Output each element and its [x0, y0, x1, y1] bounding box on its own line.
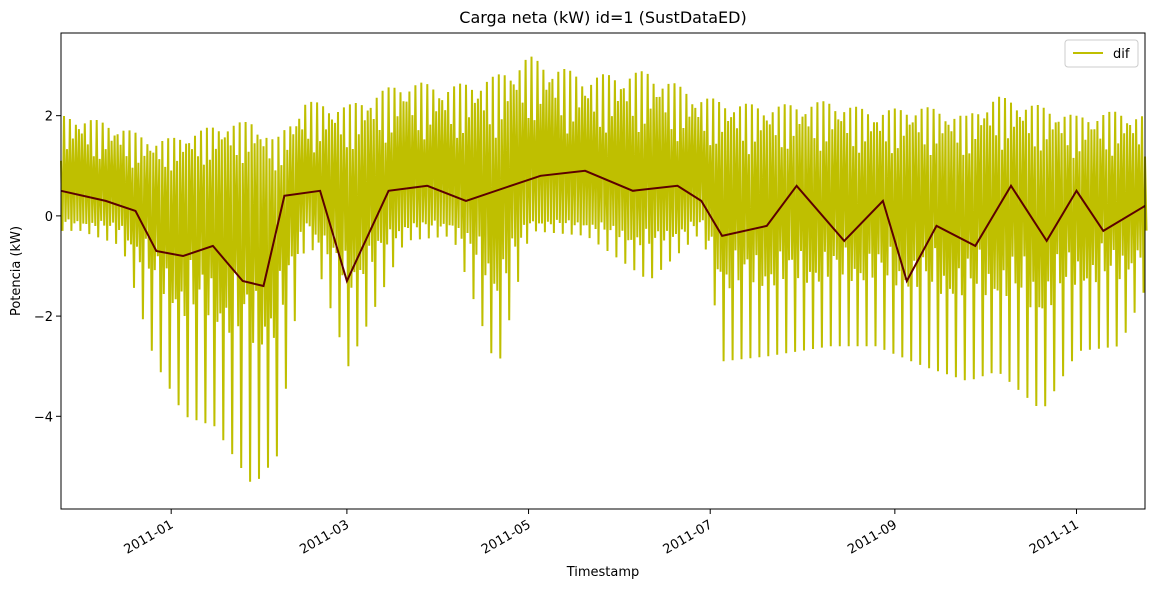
plot-frame	[60, 32, 1146, 510]
chart-title: Carga neta (kW) id=1 (SustDataED)	[459, 8, 746, 27]
x-tick-label: 2011-01	[122, 517, 177, 557]
x-tick-label: 2011-03	[297, 517, 352, 557]
x-tick-label: 2011-05	[479, 517, 534, 557]
series-line-dif	[60, 56, 1148, 482]
x-axis: 2011-01 2011-03 2011-05 2011-07 2011-09 2011-…	[122, 509, 1082, 558]
x-tick-label: 2011-07	[661, 517, 716, 557]
plot-area	[60, 56, 1148, 482]
y-tick-label: −2	[34, 310, 53, 325]
y-axis-label: Potencia (kW)	[9, 226, 24, 316]
y-tick-label: 0	[45, 210, 53, 225]
y-tick-label: 2	[45, 110, 53, 125]
legend: dif	[1064, 39, 1139, 68]
y-tick-label: −4	[34, 410, 53, 425]
legend-label-dif: dif	[1113, 47, 1130, 62]
series-line-smoothed	[60, 169, 1146, 288]
x-tick-label: 2011-11	[1027, 517, 1082, 557]
x-axis-label: Timestamp	[566, 565, 640, 580]
x-tick-label: 2011-09	[845, 517, 900, 557]
y-axis: 2 0 −2 −4	[34, 110, 61, 425]
